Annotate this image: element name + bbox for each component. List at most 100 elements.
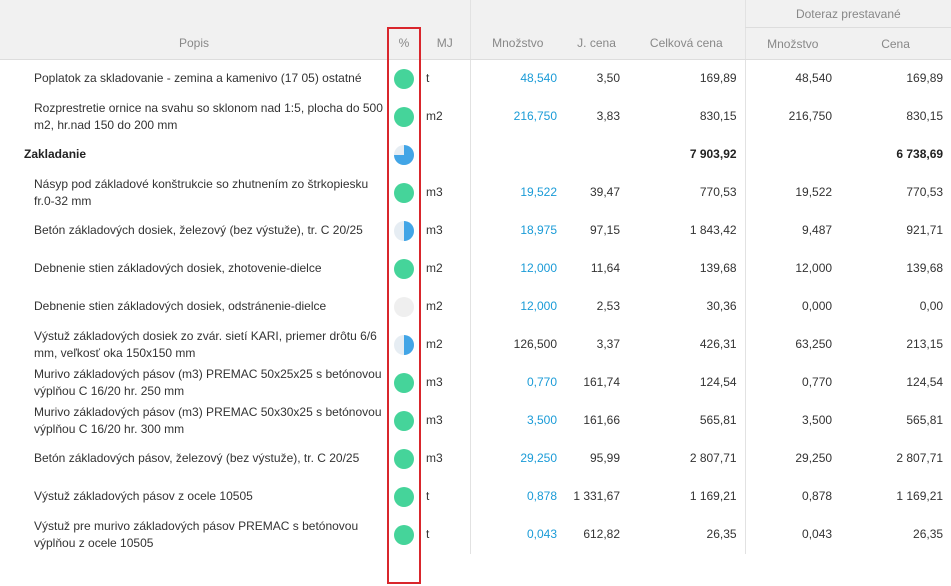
- quantity: 12,000: [469, 287, 566, 326]
- done-quantity: 29,250: [744, 439, 841, 478]
- progress-cell: [388, 288, 420, 326]
- done-total: 770,53: [906, 185, 944, 199]
- unit: m3: [426, 413, 443, 427]
- total: 26,35: [706, 527, 737, 541]
- unit: t: [426, 489, 430, 503]
- done-quantity: 0,770: [744, 363, 841, 402]
- progress-cell: [388, 440, 420, 478]
- unit-price: 2,53: [596, 299, 621, 313]
- description: Výstuž základových dosiek zo zvár. sietí…: [34, 328, 377, 360]
- progress-pie: [394, 182, 414, 203]
- progress-pie: [394, 144, 414, 165]
- column-header: Cena: [840, 27, 951, 60]
- progress-cell: [388, 326, 420, 364]
- column-header: %: [388, 27, 420, 60]
- progress-pie: [394, 334, 414, 355]
- done-total: 169,89: [906, 71, 944, 86]
- unit-price: 1 331,67: [573, 489, 621, 503]
- done-total: 830,15: [906, 109, 944, 123]
- done-total: 565,81: [906, 413, 944, 427]
- table-row: Debnenie stien základových dosiek, odstr…: [0, 287, 951, 326]
- progress-pie: [394, 68, 414, 89]
- progress-cell: [388, 174, 420, 212]
- progress-pie: [394, 296, 414, 317]
- quantity: [469, 135, 566, 174]
- progress-full: [394, 106, 414, 127]
- progress-cell: [388, 364, 420, 402]
- progress-pie: [394, 410, 414, 431]
- done-total: 2 807,71: [896, 451, 944, 465]
- table-row: Debnenie stien základových dosiek, zhoto…: [0, 249, 951, 288]
- table-row: Betón základových dosiek, železový (bez …: [0, 211, 951, 250]
- description: Debnenie stien základových dosiek, zhoto…: [34, 261, 322, 275]
- unit: m3: [426, 375, 443, 389]
- unit-price: 39,47: [590, 185, 621, 199]
- total: 30,36: [706, 299, 737, 313]
- done-total: 6 738,69: [896, 147, 944, 161]
- unit-price: 11,64: [590, 261, 621, 275]
- done-quantity: 9,487: [744, 211, 841, 250]
- quantity: 0,878: [469, 477, 566, 516]
- progress-pie: [394, 372, 414, 393]
- progress-full: [394, 182, 414, 203]
- progress-cell: [388, 516, 420, 554]
- quantity: 29,250: [469, 439, 566, 478]
- table-row: Rozprestretie ornice na svahu so sklonom…: [0, 97, 951, 136]
- description: Zakladanie: [24, 147, 87, 161]
- unit: m2: [426, 299, 443, 313]
- group-header: Doteraz prestavané: [744, 0, 951, 28]
- description: Betón základových pásov, železový (bez v…: [34, 451, 360, 465]
- done-total: 26,35: [913, 527, 944, 541]
- unit: t: [426, 71, 430, 86]
- unit: m2: [426, 261, 443, 275]
- done-quantity: 216,750: [744, 97, 841, 136]
- done-total: 213,15: [906, 337, 944, 351]
- table-row: Zakladanie 7 903,92 6 738,69: [0, 135, 951, 174]
- progress-cell: [388, 478, 420, 516]
- column-header: MJ: [420, 27, 471, 60]
- budget-table: Doteraz prestavané Popis% MJ Množstvo J. ce…: [0, 0, 951, 554]
- description: Murivo základových pásov (m3) PREMAC 50x…: [34, 366, 382, 398]
- done-total: 1 169,21: [896, 489, 944, 503]
- progress-pie: [394, 524, 414, 545]
- progress-full: [394, 258, 414, 279]
- unit-price: 161,74: [583, 375, 621, 389]
- progress-full: [394, 448, 414, 469]
- description: Rozprestretie ornice na svahu so sklonom…: [34, 100, 383, 132]
- done-quantity: 0,878: [744, 477, 841, 516]
- total: 2 807,71: [689, 451, 737, 465]
- quantity: 0,043: [469, 515, 566, 554]
- description: Výstuž pre murivo základových pásov PREM…: [34, 518, 359, 550]
- progress-full: [394, 372, 414, 393]
- description: Násyp pod základové konštrukcie so zhutn…: [34, 176, 369, 208]
- progress-cell: [388, 60, 420, 98]
- progress-full: [394, 524, 414, 545]
- unit: t: [426, 527, 430, 541]
- progress-cell: [388, 250, 420, 288]
- column-header: Množstvo: [744, 27, 841, 60]
- quantity: 12,000: [469, 249, 566, 288]
- total: 830,15: [699, 109, 737, 123]
- progress-pie: [394, 106, 414, 127]
- unit: m2: [426, 337, 443, 351]
- quantity: 0,770: [469, 363, 566, 402]
- description: Debnenie stien základových dosiek, odstr…: [34, 299, 327, 313]
- progress-pie: [394, 486, 414, 507]
- total: 7 903,92: [689, 147, 737, 161]
- quantity: 48,540: [469, 59, 566, 98]
- progress-slice: [394, 144, 414, 165]
- total: 1 169,21: [689, 489, 737, 503]
- done-quantity: 48,540: [744, 59, 841, 98]
- unit: [420, 136, 470, 174]
- done-quantity: 19,522: [744, 173, 841, 212]
- done-quantity: 0,043: [744, 515, 841, 554]
- column-header: Množstvo: [469, 27, 566, 60]
- done-total: 0,00: [919, 299, 944, 313]
- progress-pie: [394, 448, 414, 469]
- table-row: Výstuž základových dosiek zo zvár. sietí…: [0, 325, 951, 364]
- column-header: Celková cena: [628, 27, 746, 60]
- done-total: 921,71: [906, 223, 944, 237]
- unit-price: 161,66: [583, 413, 621, 427]
- progress-full: [394, 68, 414, 89]
